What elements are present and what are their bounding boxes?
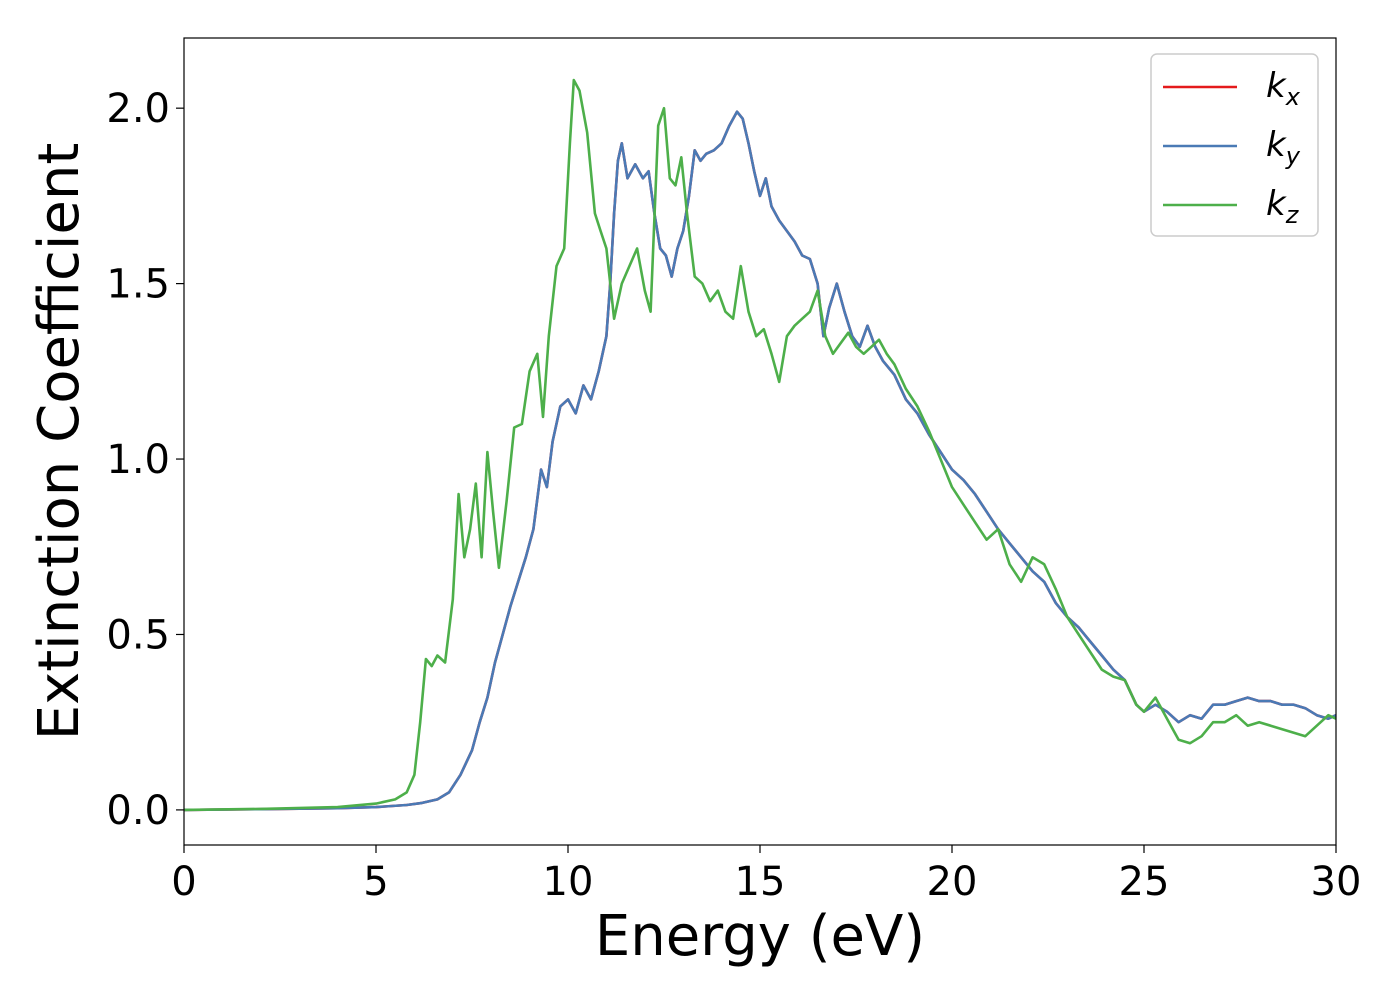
x-axis: 0 5 10 15 20 25 30 (171, 845, 1361, 905)
y-tick-label: 2.0 (106, 86, 170, 132)
y-tick-label: 1.5 (106, 262, 170, 308)
legend-label-y: ky (1266, 125, 1301, 170)
x-tick-label: 0 (171, 859, 196, 905)
legend-label-sub: z (1285, 201, 1300, 229)
legend-label-sub: y (1285, 142, 1301, 170)
legend-label-sub: x (1285, 83, 1301, 111)
y-tick-label: 0.0 (106, 788, 170, 834)
legend-label-main: k (1266, 125, 1287, 165)
x-tick-label: 5 (363, 859, 388, 905)
y-tick-label: 0.5 (106, 612, 170, 658)
y-tick-label: 1.0 (106, 437, 170, 483)
legend-label-main: k (1266, 66, 1287, 106)
x-axis-title: Energy (eV) (595, 904, 925, 969)
series-layer (184, 78, 1336, 812)
y-axis-title: Extinction Coefficient (27, 143, 92, 741)
x-tick-label: 10 (543, 859, 594, 905)
x-tick-label: 25 (1119, 859, 1170, 905)
series-line-z (184, 78, 1336, 812)
legend-label-main: k (1266, 184, 1287, 224)
x-tick-label: 15 (735, 859, 786, 905)
x-tick-label: 30 (1311, 859, 1362, 905)
x-tick-label: 20 (927, 859, 978, 905)
legend-label-z: kz (1266, 184, 1300, 229)
legend-label-x: kx (1266, 66, 1301, 111)
y-axis: 0.0 0.5 1.0 1.5 2.0 (106, 86, 184, 834)
